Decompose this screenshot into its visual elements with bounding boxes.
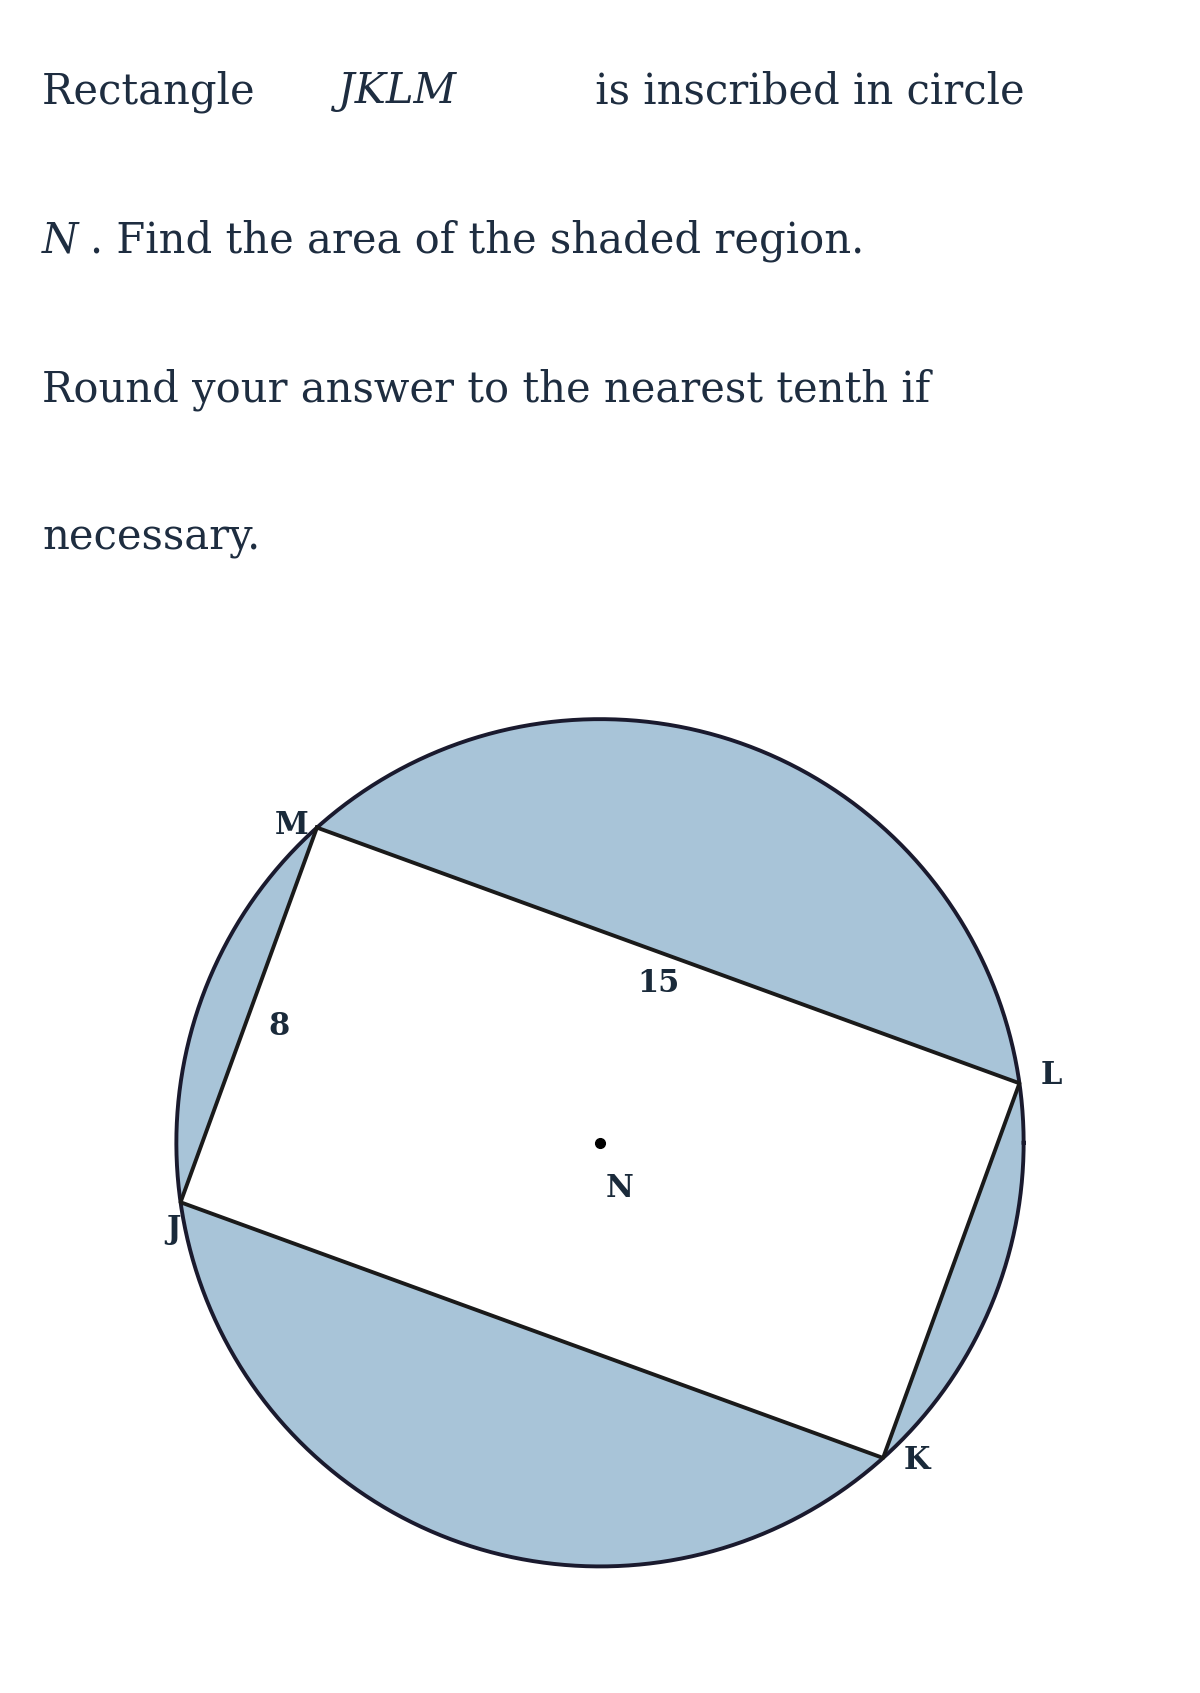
- Text: Round your answer to the nearest tenth if: Round your answer to the nearest tenth i…: [42, 367, 930, 410]
- Polygon shape: [180, 828, 1020, 1458]
- Text: N: N: [606, 1173, 634, 1204]
- Text: K: K: [904, 1444, 930, 1476]
- Text: 15: 15: [637, 968, 679, 999]
- Text: 8: 8: [269, 1011, 290, 1041]
- Text: necessary.: necessary.: [42, 516, 260, 559]
- Text: Rectangle: Rectangle: [42, 71, 268, 113]
- Polygon shape: [176, 720, 1024, 1566]
- Text: L: L: [1040, 1060, 1062, 1092]
- Text: M: M: [275, 809, 308, 841]
- Text: . Find the area of the shaded region.: . Find the area of the shaded region.: [90, 220, 864, 262]
- Text: N: N: [42, 220, 78, 261]
- Text: J: J: [166, 1214, 180, 1244]
- Text: JKLM: JKLM: [338, 71, 456, 112]
- Text: is inscribed in circle: is inscribed in circle: [582, 71, 1025, 112]
